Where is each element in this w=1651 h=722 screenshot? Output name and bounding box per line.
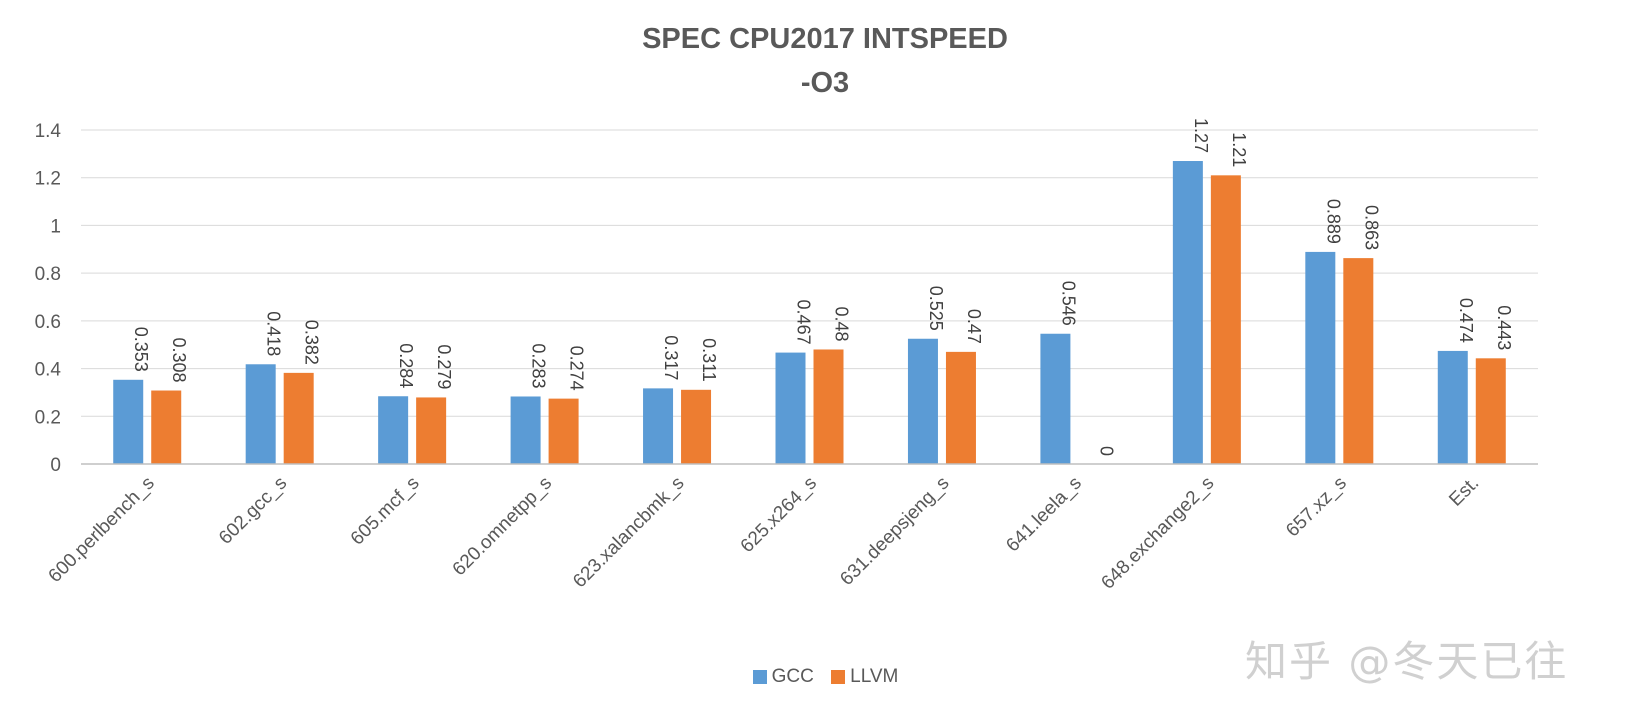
data-label-llvm: 0.382 [302,320,322,365]
legend-swatch-llvm [831,670,846,684]
legend-item-gcc: GCC [752,666,814,688]
bar-llvm [548,398,579,464]
chart-title: SPEC CPU2017 INTSPEED [642,23,1008,55]
bar-gcc [113,379,144,464]
legend: GCC LLVM [0,666,1651,690]
bar-llvm [1475,358,1506,464]
data-label-llvm: 0.48 [832,306,852,341]
x-tick-label: 657.xz_s [1282,473,1351,542]
bar-gcc [1305,251,1336,464]
bar-llvm [283,372,314,464]
data-label-gcc: 1.27 [1191,118,1211,153]
bar-gcc [643,388,674,464]
x-tick-label: 620.omnetpp_s [449,473,556,580]
data-label-llvm: 0 [1096,446,1116,456]
data-label-gcc: 0.889 [1323,199,1343,244]
y-tick-label: 0.4 [35,360,62,381]
x-tick-label: 625.x264_s [737,473,821,557]
data-label-gcc: 0.467 [794,300,814,345]
chart-subtitle: -O3 [801,67,849,99]
data-label-llvm: 0.443 [1494,305,1514,350]
x-axis-tick-labels: 600.perlbench_s 602.gcc_s 605.mcf_s 620.omn… [45,473,1484,594]
bar-gcc [907,338,938,464]
legend-label-gcc: GCC [771,666,814,687]
bar-gcc [1437,350,1468,464]
bar-gcc [775,352,806,464]
y-tick-label: 0.2 [35,407,61,428]
x-tick-label: 648.exchange2_s [1097,473,1218,594]
x-tick-label: 641.leela_s [1002,473,1086,557]
data-label-gcc: 0.546 [1058,281,1078,326]
data-label-llvm: 1.21 [1229,132,1249,167]
bar-gcc [378,396,409,464]
bar-gcc [1172,161,1203,464]
x-tick-label: 602.gcc_s [215,473,291,549]
bar-gcc [245,364,276,464]
x-tick-label: Est. [1445,473,1483,511]
data-label-gcc: 0.283 [529,343,549,388]
bar-llvm [1210,175,1241,465]
bar-llvm [151,390,182,464]
bar-llvm [945,351,976,464]
data-label-gcc: 0.353 [131,327,151,372]
data-label-llvm: 0.274 [567,346,587,391]
x-tick-label: 623.xalancbmk_s [569,473,688,592]
y-tick-label: 1 [50,216,61,237]
bar-llvm [416,397,447,464]
watermark: 知乎 @冬天已往 [1245,637,1569,686]
legend-item-llvm: LLVM [831,666,898,688]
data-labels: 0.353 0.308 0.418 0.382 0.284 0.279 0.283 0.274… [131,118,1514,456]
y-tick-label: 0 [50,455,61,476]
y-tick-label: 1.4 [35,121,62,142]
y-tick-label: 0.8 [35,264,61,285]
y-tick-label: 1.2 [35,169,61,190]
bar-gcc [1040,333,1071,464]
bar-gcc [510,396,541,464]
data-label-llvm: 0.311 [699,338,719,382]
y-axis-tick-labels: 0 0.2 0.4 0.6 0.8 1 1.2 1.4 [35,121,62,476]
data-label-llvm: 0.47 [964,309,984,344]
bar-llvm [1343,258,1374,464]
data-label-llvm: 0.863 [1361,205,1381,250]
data-label-gcc: 0.284 [396,343,416,388]
x-tick-label: 605.mcf_s [347,473,424,550]
y-tick-label: 0.6 [35,312,61,333]
bar-llvm [813,349,844,464]
data-label-llvm: 0.308 [169,337,189,382]
x-tick-label: 600.perlbench_s [45,473,159,587]
bars [113,161,1506,465]
data-label-gcc: 0.525 [926,286,946,331]
gridlines [81,129,1538,417]
data-label-llvm: 0.279 [434,344,454,389]
legend-swatch-gcc [752,670,767,684]
x-tick-label: 631.deepsjeng_s [836,473,953,590]
data-label-gcc: 0.474 [1456,298,1476,343]
legend-label-llvm: LLVM [850,666,899,687]
data-label-gcc: 0.317 [661,335,681,380]
bar-llvm [681,389,712,464]
data-label-gcc: 0.418 [264,311,284,356]
